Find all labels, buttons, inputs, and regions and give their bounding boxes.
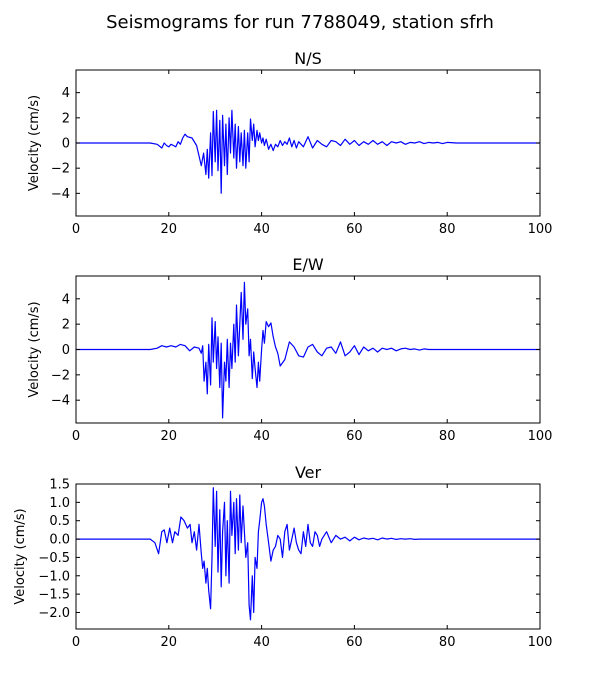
x-tick-label: 20 — [161, 429, 178, 444]
y-tick-label: −4 — [51, 187, 70, 202]
y-tick-label: −4 — [51, 394, 70, 409]
x-tick-label: 60 — [346, 635, 363, 650]
y-tick-label: −2.0 — [38, 606, 70, 621]
x-tick-label: 40 — [253, 222, 270, 237]
chart-panel-2: Ver 0 20 40 60 80 100 −2.0 −1.5 −1.0 −0.5 0.0 0.5 1.0… — [13, 463, 552, 650]
x-tick-label: 40 — [253, 635, 270, 650]
x-tick-label: 40 — [253, 429, 270, 444]
x-tick-label: 0 — [72, 222, 80, 237]
x-tick-label: 80 — [439, 429, 456, 444]
y-tick-label: 1.5 — [49, 478, 70, 493]
y-tick-label: 0.0 — [49, 533, 70, 548]
series-line — [76, 109, 540, 194]
y-tick-label: 0.5 — [49, 514, 70, 529]
y-tick-label: −0.5 — [38, 551, 70, 566]
x-tick-label: 80 — [439, 635, 456, 650]
x-tick-label: 60 — [346, 222, 363, 237]
y-tick-label: 0 — [62, 343, 70, 358]
x-tick-label: 100 — [528, 222, 553, 237]
y-axis-label: Velocity (cm/s) — [27, 301, 42, 397]
axes-frame — [75, 483, 541, 630]
y-tick-label: 2 — [62, 318, 70, 333]
x-tick-label: 60 — [346, 429, 363, 444]
x-tick-label: 100 — [528, 429, 553, 444]
y-tick-label: −2 — [51, 162, 70, 177]
y-tick-label: 1.0 — [49, 496, 70, 511]
y-tick-label: −1.5 — [38, 588, 70, 603]
x-tick-label: 0 — [72, 429, 80, 444]
y-axis-label: Velocity (cm/s) — [13, 508, 28, 604]
panel-title: Ver — [295, 463, 322, 482]
x-tick-label: 80 — [439, 222, 456, 237]
series-line — [76, 487, 540, 621]
figure-title: Seismograms for run 7788049, station sfr… — [106, 12, 494, 33]
y-tick-label: −2 — [51, 368, 70, 383]
y-tick-label: 4 — [62, 86, 70, 101]
panel-title: N/S — [294, 49, 322, 68]
chart-panel-1: E/W 0 20 40 60 80 100 −4 −2 0 2 4 Velocity (cm/s) — [27, 255, 552, 444]
x-tick-label: 0 — [72, 635, 80, 650]
x-tick-label: 20 — [161, 222, 178, 237]
y-tick-label: 0 — [62, 137, 70, 152]
x-tick-label: 100 — [528, 635, 553, 650]
series-line — [76, 281, 540, 419]
chart-panel-0: N/S 0 20 40 60 80 100 −4 −2 0 2 4 Velocity (cm/s) — [27, 49, 552, 237]
panel-title: E/W — [292, 255, 324, 274]
y-tick-label: −1.0 — [38, 569, 70, 584]
y-axis-label: Velocity (cm/s) — [27, 95, 42, 191]
y-tick-label: 4 — [62, 292, 70, 307]
y-tick-label: 2 — [62, 111, 70, 126]
x-tick-label: 20 — [161, 635, 178, 650]
